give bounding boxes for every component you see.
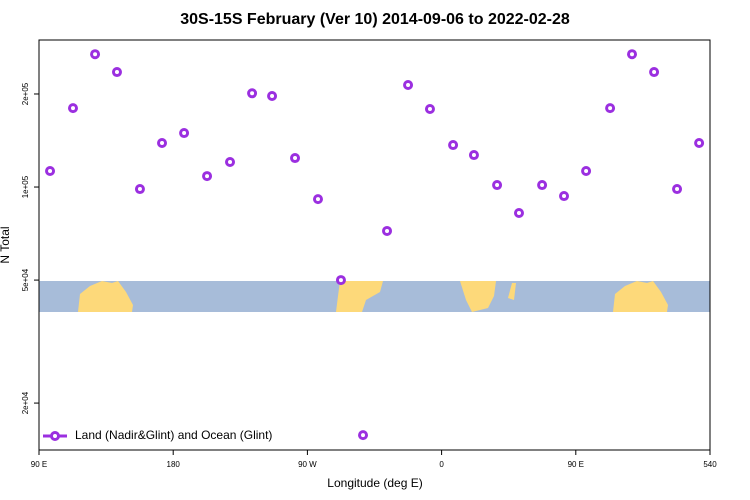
point <box>247 88 258 99</box>
y-tick-label: 5e+04 <box>21 268 30 291</box>
point <box>267 91 278 102</box>
y-tick-label: 2e+05 <box>21 82 30 105</box>
x-tick-label: 0 <box>439 460 444 469</box>
point <box>179 128 190 139</box>
point <box>448 140 459 151</box>
y-tick-label: 2e+04 <box>21 391 30 414</box>
point <box>468 150 479 161</box>
plot-frame <box>38 39 711 451</box>
point <box>513 208 524 219</box>
point <box>312 194 323 205</box>
map-background <box>39 281 710 312</box>
point <box>157 138 168 149</box>
x-tick-label: 90 E <box>568 460 584 469</box>
point <box>581 165 592 176</box>
point <box>382 225 393 236</box>
point <box>202 171 213 182</box>
point <box>694 138 705 149</box>
point <box>605 103 616 114</box>
point <box>559 191 570 202</box>
point <box>45 165 56 176</box>
point <box>403 80 414 91</box>
point <box>90 49 101 60</box>
x-tick-label: 540 <box>703 460 717 469</box>
legend-marker <box>50 431 60 441</box>
point <box>537 180 548 191</box>
point <box>290 153 301 164</box>
y-tick-label: 1e+05 <box>21 175 30 198</box>
point <box>225 156 236 167</box>
point <box>424 104 435 115</box>
point <box>111 67 122 78</box>
point <box>358 430 369 441</box>
point <box>649 67 660 78</box>
point <box>627 49 638 60</box>
point <box>335 275 346 286</box>
x-axis-label: Longitude (deg E) <box>327 476 422 490</box>
chart-title: 30S-15S February (Ver 10) 2014-09-06 to … <box>180 11 570 28</box>
point <box>492 180 503 191</box>
x-tick-label: 90 W <box>298 460 317 469</box>
x-tick-label: 180 <box>167 460 181 469</box>
legend-label: Land (Nadir&Glint) and Ocean (Glint) <box>75 428 272 442</box>
y-axis-label: N Total <box>0 226 12 263</box>
point <box>67 103 78 114</box>
point <box>672 184 683 195</box>
x-tick-label: 90 E <box>31 460 47 469</box>
point <box>134 184 145 195</box>
